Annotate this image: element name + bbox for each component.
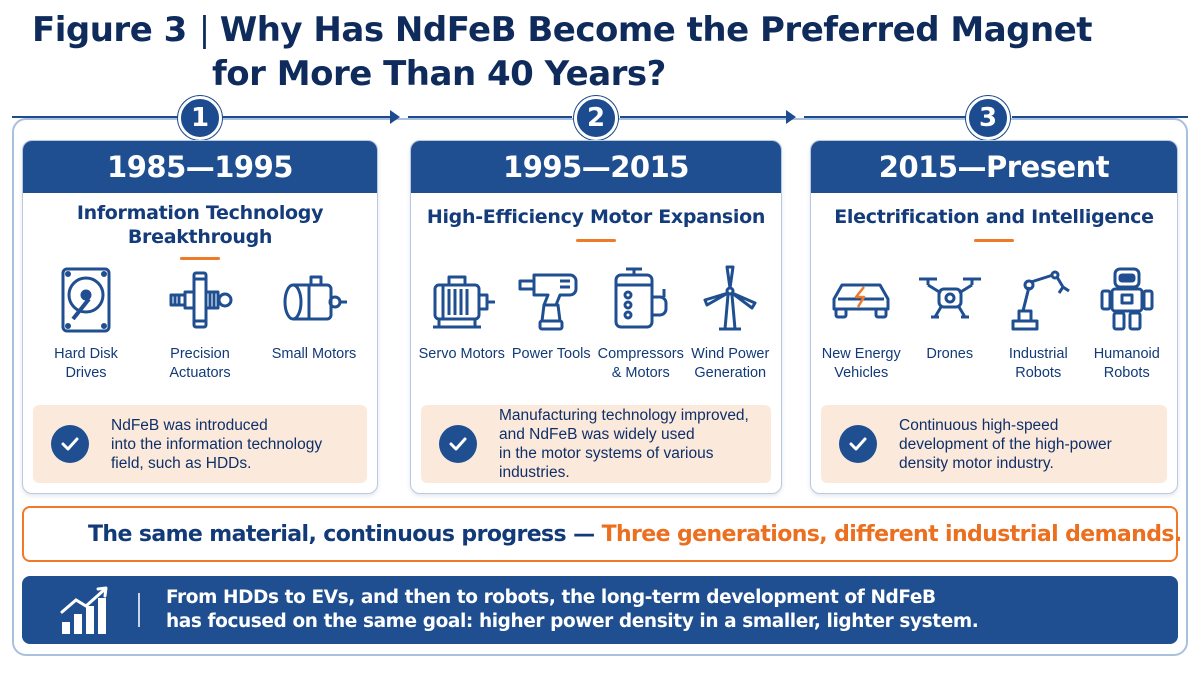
panel-2015-present: 2015—Present Electrification and Intelli… xyxy=(810,140,1178,494)
checkmark-icon xyxy=(439,425,477,463)
application-label: Precision Actuators xyxy=(169,346,231,381)
application-label: Wind Power Generation xyxy=(691,346,770,381)
timeline-line xyxy=(408,116,572,118)
summary-banner: The same material, continuous progress —… xyxy=(22,506,1182,562)
panel-icons: Servo Motors Power Tools xyxy=(411,265,781,383)
title-separator: | xyxy=(198,10,210,50)
step-3-badge: 3 xyxy=(966,96,1010,140)
panel-period: 1995—2015 xyxy=(411,141,781,193)
footer-divider xyxy=(138,593,140,627)
timeline: 1 2 3 xyxy=(0,96,1200,140)
timeline-line xyxy=(12,116,180,118)
application-label: Power Tools xyxy=(511,346,591,362)
banner-blue-text: The same material, continuous progress — xyxy=(88,521,595,547)
orange-divider xyxy=(974,239,1014,242)
note-text: Manufacturing technology improved, and N… xyxy=(499,407,749,481)
drone-icon xyxy=(918,277,981,319)
application-item: New Energy Vehicles xyxy=(817,265,905,383)
application-item: Small Motors xyxy=(270,265,358,383)
electric-car-icon xyxy=(832,283,890,319)
growth-chart-icon xyxy=(60,586,108,634)
panel-theme: Information Technology Breakthrough xyxy=(76,202,324,248)
application-item: Humanoid Robots xyxy=(1083,265,1171,383)
orange-divider xyxy=(180,257,220,260)
title-line-2: for More Than 40 Years? xyxy=(212,54,666,94)
footer-line-2: has focused on the same goal: higher pow… xyxy=(166,611,979,632)
application-item: Precision Actuators xyxy=(156,265,244,383)
application-label: Servo Motors xyxy=(418,346,505,362)
application-item: Servo Motors xyxy=(418,265,506,383)
timeline-line xyxy=(620,116,786,118)
timeline-arrow-icon xyxy=(390,110,400,124)
application-label: Industrial Robots xyxy=(1008,346,1068,381)
application-label: Small Motors xyxy=(271,346,357,362)
panel-note: Continuous high-speed development of the… xyxy=(821,405,1167,483)
note-text: NdFeB was introduced into the informatio… xyxy=(111,416,323,472)
panel-icons: New Energy Vehicles Drones xyxy=(811,265,1177,383)
panel-period: 2015—Present xyxy=(811,141,1177,193)
orange-divider xyxy=(576,239,616,242)
application-item: Wind Power Generation xyxy=(686,265,774,383)
footer-text: From HDDs to EVs, and then to robots, th… xyxy=(166,586,979,634)
checkmark-icon xyxy=(839,425,877,463)
application-item: Drones xyxy=(906,265,994,383)
panel-icons: Hard Disk Drives Precision Actuators xyxy=(23,265,377,383)
timeline-line xyxy=(1012,116,1188,118)
figure-label: Figure 3 xyxy=(32,10,187,50)
footer-line-1: From HDDs to EVs, and then to robots, th… xyxy=(166,587,936,608)
application-item: Industrial Robots xyxy=(994,265,1082,383)
title-line-1: Why Has NdFeB Become the Preferred Magne… xyxy=(219,10,1093,50)
step-2-badge: 2 xyxy=(574,96,618,140)
servo-motor-icon xyxy=(432,275,495,329)
note-text: Continuous high-speed development of the… xyxy=(899,416,1112,472)
application-label: Humanoid Robots xyxy=(1093,346,1160,381)
timeline-line xyxy=(222,116,390,118)
small-motor-icon xyxy=(283,275,347,321)
timeline-line xyxy=(804,116,966,118)
humanoid-robot-icon xyxy=(1100,267,1154,331)
panel-1995-2015: 1995—2015 High-Efficiency Motor Expansio… xyxy=(410,140,782,494)
timeline-arrow-icon xyxy=(786,110,796,124)
application-label: Compressors & Motors xyxy=(597,346,684,381)
compressor-icon xyxy=(614,267,668,329)
panel-note: Manufacturing technology improved, and N… xyxy=(421,405,771,483)
robot-arm-icon xyxy=(1011,270,1071,331)
wind-turbine-icon xyxy=(703,265,757,331)
panel-period: 1985—1995 xyxy=(23,141,377,193)
application-label: New Energy Vehicles xyxy=(821,346,901,381)
panel-1985-1995: 1985—1995 Information Technology Breakth… xyxy=(22,140,378,494)
panel-theme: High-Efficiency Motor Expansion xyxy=(426,206,766,228)
panel-note: NdFeB was introduced into the informatio… xyxy=(33,405,367,483)
application-label: Drones xyxy=(926,346,974,362)
application-item: Hard Disk Drives xyxy=(42,265,130,383)
banner-orange-text: Three generations, different industrial … xyxy=(601,521,1183,547)
application-label: Hard Disk Drives xyxy=(54,346,118,381)
power-drill-icon xyxy=(518,273,578,331)
banner-text: The same material, continuous progress —… xyxy=(88,522,1182,547)
checkmark-icon xyxy=(51,425,89,463)
panel-theme: Electrification and Intelligence xyxy=(834,206,1154,228)
application-item: Power Tools xyxy=(507,265,595,383)
step-1-badge: 1 xyxy=(178,96,222,140)
application-item: Compressors & Motors xyxy=(597,265,685,383)
figure-title: Figure 3 | Why Has NdFeB Become the Pref… xyxy=(32,8,1172,96)
hard-disk-icon xyxy=(61,267,111,333)
actuator-icon xyxy=(169,271,233,329)
conclusion-footer: From HDDs to EVs, and then to robots, th… xyxy=(22,576,1178,644)
